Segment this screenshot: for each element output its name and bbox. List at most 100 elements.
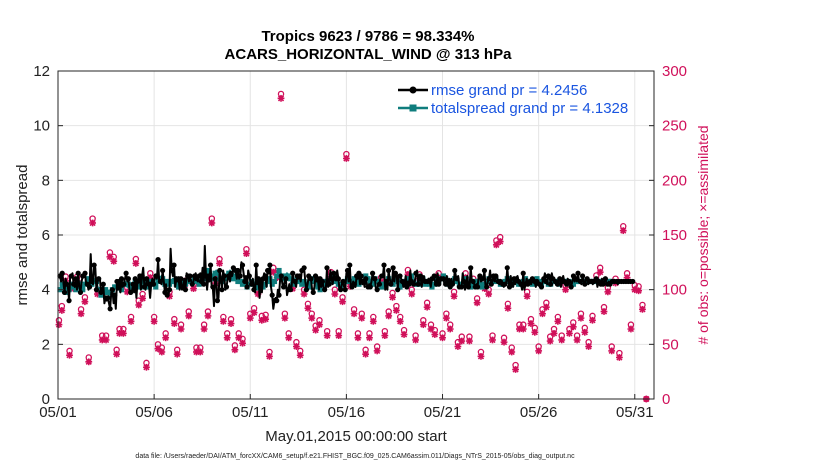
x-tick-label: 05/16 <box>328 404 366 421</box>
rmse-point <box>322 287 328 293</box>
totalspread-point <box>470 281 476 287</box>
asterisk-stroke <box>277 95 285 102</box>
totalspread-point <box>194 278 200 285</box>
obs-assimilated-marker <box>266 352 273 360</box>
obs-assimilated-marker <box>170 320 178 327</box>
asterisk-stroke <box>489 336 496 344</box>
asterisk-stroke <box>143 364 150 371</box>
obs-assimilated-marker <box>158 348 166 356</box>
y-tick-label: 10 <box>33 118 50 135</box>
obs-assimilated-marker <box>573 336 581 344</box>
obs-assimilated-marker <box>223 334 231 342</box>
rmse-point <box>96 276 102 282</box>
obs-assimilated-marker <box>527 320 535 327</box>
rmse-point <box>201 281 207 287</box>
obs-assimilated-marker <box>454 343 462 350</box>
obs-assimilated-marker <box>504 304 512 312</box>
asterisk-stroke <box>81 298 89 305</box>
rmse-point <box>244 284 250 290</box>
asterisk-stroke <box>293 343 300 350</box>
obs-assimilated-marker <box>381 332 389 339</box>
asterisk-stroke <box>135 301 142 309</box>
y-axis-label: rmse and totalspread <box>14 165 31 306</box>
rmse-point <box>351 281 357 287</box>
obs-assimilated-marker <box>219 317 227 325</box>
rmse-point <box>602 276 608 282</box>
x-tick-label: 05/11 <box>232 404 268 421</box>
obs-assimilated-marker <box>132 260 140 267</box>
asterisk-stroke <box>132 260 139 267</box>
rmse-point <box>538 284 545 290</box>
rmse-point <box>381 262 387 268</box>
rmse-point <box>157 278 163 285</box>
rmse-point <box>105 295 111 301</box>
obs-assimilated-marker <box>246 314 254 322</box>
obs-assimilated-marker <box>81 298 89 306</box>
asterisk-stroke <box>366 334 373 341</box>
asterisk-stroke <box>247 314 254 322</box>
rmse-point <box>100 281 106 287</box>
rmse-point <box>630 278 636 285</box>
asterisk-stroke <box>304 305 312 312</box>
rmse-point <box>139 273 145 279</box>
rmse-point <box>301 265 307 271</box>
rmse-point <box>481 267 488 274</box>
rmse-point <box>296 273 303 279</box>
asterisk-stroke <box>474 299 481 306</box>
obs-assimilated-marker <box>316 321 323 329</box>
rmse-point <box>493 273 499 279</box>
rmse-point <box>347 262 353 268</box>
totalspread-point <box>107 289 113 295</box>
totalspread-point <box>59 281 65 287</box>
y-right-tick-label: 100 <box>662 282 687 299</box>
totalspread-point <box>214 270 221 276</box>
obs-assimilated-marker <box>308 314 316 322</box>
asterisk-stroke <box>381 332 388 339</box>
obs-assimilated-marker <box>419 321 427 329</box>
obs-assimilated-marker <box>485 290 493 298</box>
totalspread-point <box>484 278 490 285</box>
rmse-point <box>340 278 346 285</box>
asterisk-stroke <box>616 354 623 361</box>
asterisk-stroke <box>354 334 362 341</box>
obs-assimilated-marker <box>55 321 63 329</box>
rmse-point <box>484 284 490 290</box>
rmse-point <box>520 270 526 276</box>
rmse-point <box>504 265 510 271</box>
obs-assimilated-marker <box>458 337 466 345</box>
asterisk-stroke <box>547 337 554 345</box>
y-tick-label: 6 <box>42 227 50 244</box>
rmse-point <box>237 273 243 279</box>
rmse-point <box>86 284 93 290</box>
obs-assimilated-marker <box>66 351 73 359</box>
asterisk-stroke <box>627 325 635 333</box>
asterisk-stroke <box>635 287 642 294</box>
obs-assimilated-marker <box>262 315 270 323</box>
asterisk-stroke <box>235 334 242 341</box>
rmse-point <box>182 287 189 293</box>
totalspread-point <box>502 278 508 285</box>
obs-assimilated-marker <box>385 312 393 320</box>
asterisk-stroke <box>527 320 535 327</box>
legend-rmse-marker <box>409 86 417 94</box>
rmse-point <box>573 276 579 282</box>
rmse-point <box>235 267 241 274</box>
obs-count-layer <box>55 90 650 403</box>
obs-assimilated-marker <box>304 304 312 312</box>
obs-assimilated-marker <box>439 334 446 342</box>
rmse-point <box>144 276 150 282</box>
asterisk-stroke <box>331 290 338 298</box>
rmse-point <box>207 262 214 268</box>
y-right-tick-label: 50 <box>662 336 679 353</box>
rmse-point <box>223 284 230 290</box>
asterisk-stroke <box>270 269 277 276</box>
rmse-point <box>128 289 134 295</box>
asterisk-stroke <box>581 329 588 336</box>
obs-assimilated-marker <box>110 257 118 265</box>
rmse-point <box>388 281 394 287</box>
obs-assimilated-marker <box>354 334 362 342</box>
rmse-point <box>109 287 116 293</box>
asterisk-stroke <box>339 298 346 305</box>
asterisk-stroke <box>362 351 369 358</box>
obs-assimilated-marker <box>285 334 293 342</box>
